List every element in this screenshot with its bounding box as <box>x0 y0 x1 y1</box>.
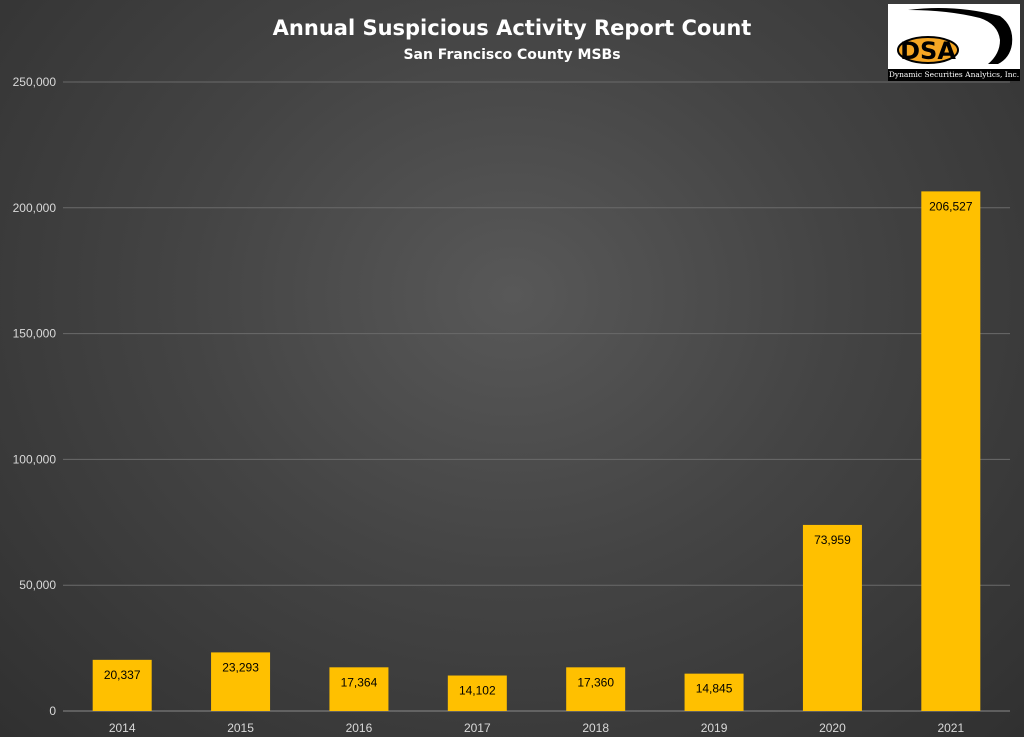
x-tick-label: 2016 <box>346 721 373 735</box>
data-label: 14,845 <box>696 682 733 696</box>
data-label: 23,293 <box>222 660 259 674</box>
y-tick-label: 100,000 <box>13 452 57 466</box>
x-tick-label: 2015 <box>227 721 254 735</box>
x-axis-ticks: 2014 2015 2016 2017 2018 2019 2020 2021 <box>109 721 965 735</box>
chart-title: Annual Suspicious Activity Report Count <box>273 16 752 40</box>
bar <box>329 667 389 711</box>
x-tick-label: 2017 <box>464 721 491 735</box>
y-tick-label: 50,000 <box>19 578 56 592</box>
dsa-logo: DSA Dynamic Securities Analytics, Inc. <box>888 4 1020 81</box>
bar <box>211 652 271 711</box>
chart-subtitle: San Francisco County MSBs <box>403 47 620 63</box>
y-tick-label: 150,000 <box>13 327 57 341</box>
dsa-logo-mark: DSA <box>897 8 1013 65</box>
gridlines <box>63 81 1010 712</box>
data-label: 17,364 <box>341 675 378 689</box>
data-label: 73,959 <box>814 533 851 547</box>
bar <box>802 524 862 711</box>
data-labels: 20,337 23,293 17,364 14,102 17,360 14,845 73,9… <box>104 199 973 697</box>
logo-mark-text: DSA <box>900 37 956 65</box>
data-label: 206,527 <box>929 199 973 213</box>
y-axis-ticks: 0 50,000 100,000 150,000 200,000 250,000 <box>13 75 57 718</box>
bar <box>921 191 981 712</box>
x-tick-label: 2019 <box>701 721 728 735</box>
bar <box>684 673 744 711</box>
bar <box>447 675 507 711</box>
x-tick-label: 2014 <box>109 721 136 735</box>
data-label: 20,337 <box>104 668 141 682</box>
data-label: 14,102 <box>459 684 496 698</box>
bar <box>92 659 152 711</box>
logo-caption: Dynamic Securities Analytics, Inc. <box>888 69 1020 81</box>
bar <box>566 667 626 711</box>
y-tick-label: 250,000 <box>13 75 57 89</box>
y-tick-label: 0 <box>49 704 56 718</box>
data-label: 17,360 <box>577 675 614 689</box>
x-tick-label: 2021 <box>937 721 964 735</box>
y-tick-label: 200,000 <box>13 201 57 215</box>
x-tick-label: 2020 <box>819 721 846 735</box>
x-tick-label: 2018 <box>582 721 609 735</box>
bars <box>92 191 981 712</box>
